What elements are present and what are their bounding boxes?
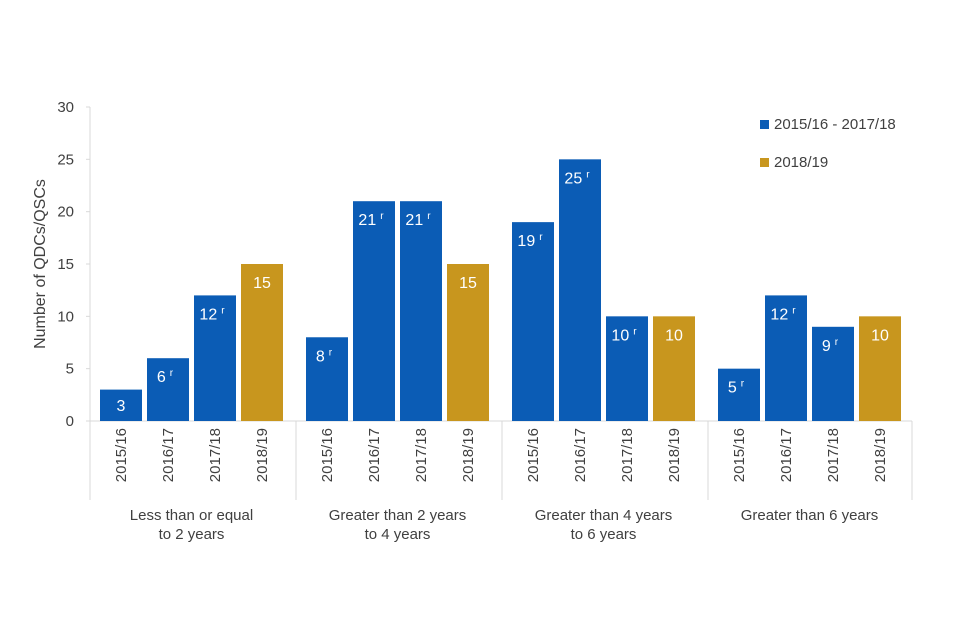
- x-tick-label: 2018/19: [872, 428, 889, 482]
- bar: [512, 222, 554, 421]
- bar-value-label: 15: [253, 275, 271, 292]
- x-tick-label: 2018/19: [254, 428, 271, 482]
- x-tick-label: 2017/18: [413, 428, 430, 482]
- group-label: Greater than 6 years: [741, 507, 879, 524]
- x-tick-label: 2016/17: [778, 428, 795, 482]
- bar: [718, 368, 760, 421]
- legend-label: 2015/16 - 2017/18: [774, 116, 896, 133]
- bar: [353, 201, 395, 421]
- y-tick-label: 0: [66, 413, 74, 430]
- bar: [653, 316, 695, 421]
- bar-value-label: 21 r: [405, 211, 431, 229]
- x-tick-label: 2018/19: [666, 428, 683, 482]
- legend: 2015/16 - 2017/18 2018/19: [760, 116, 896, 171]
- x-tick-label: 2017/18: [619, 428, 636, 482]
- x-tick-label: 2015/16: [525, 428, 542, 482]
- group-label: Greater than 4 years: [535, 507, 673, 524]
- x-tick-label: 2018/19: [460, 428, 477, 482]
- bar: [859, 316, 901, 421]
- bar-value-label: 25 r: [564, 169, 590, 187]
- x-tick-label: 2015/16: [319, 428, 336, 482]
- y-tick-label: 20: [57, 204, 74, 221]
- group-label: Greater than 2 years: [329, 507, 467, 524]
- bar: [606, 316, 648, 421]
- legend-swatch: [760, 120, 769, 129]
- group-label: Less than or equal: [130, 507, 253, 524]
- bar-value-label: 3: [117, 398, 126, 415]
- bar: [447, 264, 489, 421]
- bar: [194, 295, 236, 421]
- bar: [765, 295, 807, 421]
- bar-value-label: 10: [665, 327, 683, 344]
- y-tick-label: 30: [57, 99, 74, 116]
- bar-value-label: 12 r: [199, 305, 225, 323]
- legend-label: 2018/19: [774, 154, 828, 171]
- bar-value-label: 12 r: [770, 305, 796, 323]
- x-tick-label: 2015/16: [731, 428, 748, 482]
- x-tick-label: 2016/17: [160, 428, 177, 482]
- x-tick-label: 2017/18: [825, 428, 842, 482]
- labels: 3 2015/16 6 r 2016/17 12 r 2017/18 15 2018/19 Less…: [113, 169, 889, 543]
- bar: [306, 337, 348, 421]
- bar: [559, 159, 601, 422]
- y-tick-label: 25: [57, 151, 74, 168]
- y-tick-label: 5: [66, 361, 74, 378]
- y-axis-title: Number of QDCs/QSCs: [32, 179, 49, 349]
- legend-swatch: [760, 158, 769, 167]
- bar: [147, 358, 189, 421]
- group-label: to 6 years: [571, 526, 637, 543]
- group-label: to 2 years: [159, 526, 225, 543]
- x-tick-label: 2016/17: [572, 428, 589, 482]
- bar-value-label: 10: [871, 327, 889, 344]
- y-tick-label: 10: [57, 308, 74, 325]
- x-tick-label: 2017/18: [207, 428, 224, 482]
- x-tick-label: 2016/17: [366, 428, 383, 482]
- group-label: to 4 years: [365, 526, 431, 543]
- bar: [100, 389, 142, 421]
- bar-value-label: 19 r: [517, 232, 543, 250]
- y-tick-label: 15: [57, 256, 74, 273]
- bar: [241, 264, 283, 421]
- bar: [812, 326, 854, 421]
- bar-value-label: 21 r: [358, 211, 384, 229]
- bar: [400, 201, 442, 421]
- bar-value-label: 15: [459, 275, 477, 292]
- bars: [100, 159, 901, 422]
- bar-value-label: 10 r: [611, 326, 637, 344]
- x-tick-label: 2015/16: [113, 428, 130, 482]
